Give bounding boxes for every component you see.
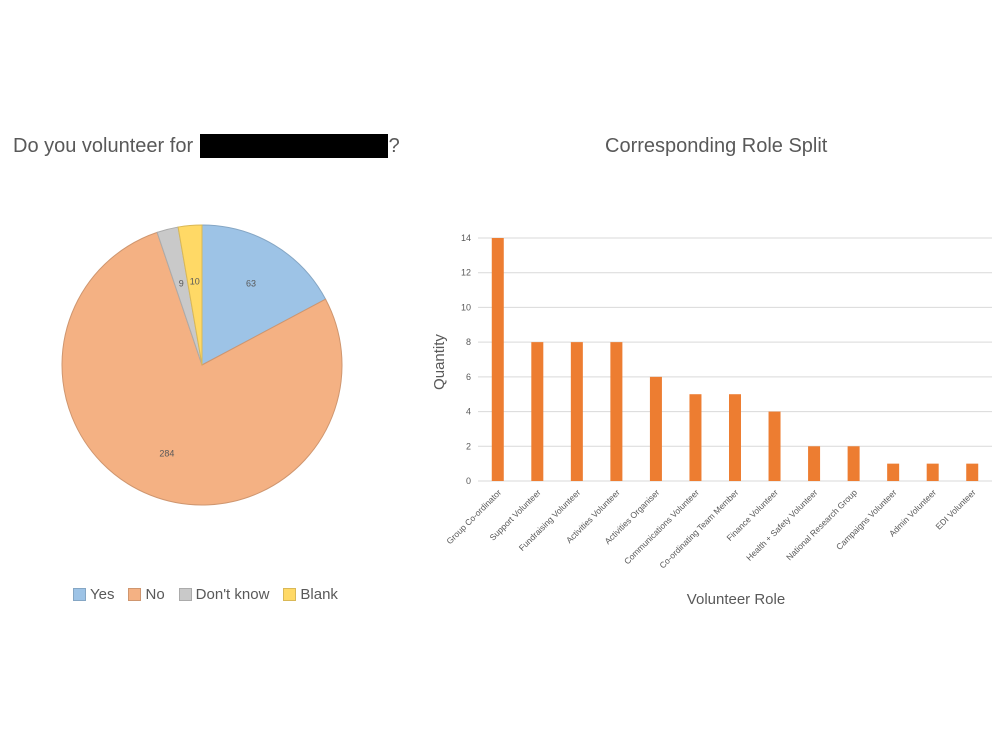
- y-tick-label: 8: [466, 337, 471, 347]
- y-axis-title: Quantity: [431, 334, 448, 390]
- pie-slice-yes: [201, 224, 327, 366]
- legend-item-blank: Blank: [283, 586, 338, 603]
- y-tick-label: 12: [461, 268, 471, 278]
- bar-chart-title: Corresponding Role Split: [605, 135, 828, 157]
- pie-slice-no: [61, 231, 343, 506]
- legend-label-dont-know: Don't know: [195, 586, 270, 603]
- pie-title-prefix: Do you volunteer for: [13, 134, 194, 157]
- pie-data-label-no: 284: [159, 448, 174, 458]
- bar-campaigns-volunteer: [887, 463, 900, 481]
- legend-label-no: No: [145, 586, 165, 603]
- x-tick-label: Health + Safety Volunteer: [744, 487, 820, 563]
- bar-edi-volunteer: [966, 463, 979, 481]
- bar-support-volunteer: [531, 342, 544, 481]
- legend-item-dont-know: Don't know: [178, 586, 270, 603]
- bar-communications-volunteer: [689, 394, 702, 481]
- pie-slice-blank: [177, 224, 203, 366]
- pie-data-label-don-t-know: 9: [179, 279, 184, 289]
- legend-swatch-yes: [73, 588, 86, 601]
- pie-data-label-blank: 10: [190, 276, 200, 286]
- x-tick-label: EDI Volunteer: [933, 487, 977, 531]
- bar-health-safety-volunteer: [808, 446, 821, 481]
- legend-swatch-no: [128, 588, 142, 601]
- bar-national-research-group: [847, 446, 860, 481]
- legend-label-yes: Yes: [90, 586, 115, 603]
- redaction-block: [199, 134, 388, 158]
- y-tick-label: 14: [461, 233, 471, 243]
- x-axis-title: Volunteer Role: [687, 591, 785, 608]
- x-tick-label: Co-ordinating Team Member: [657, 487, 740, 570]
- bar-admin-volunteer: [926, 463, 939, 481]
- bar-finance-volunteer: [768, 411, 781, 481]
- x-tick-label: Communications Volunteer: [622, 487, 701, 566]
- pie-data-label-yes: 63: [246, 278, 256, 288]
- pie-chart-title: Do you volunteer for ?: [13, 134, 400, 158]
- y-tick-label: 2: [466, 441, 471, 451]
- legend-item-yes: Yes: [73, 586, 114, 603]
- bar-group-co-ordinator: [491, 238, 504, 481]
- legend-swatch-dont-know: [178, 588, 192, 601]
- bar-fundraising-volunteer: [570, 342, 583, 481]
- legend-item-no: No: [128, 586, 165, 603]
- pie-title-suffix: ?: [388, 134, 400, 157]
- x-tick-label: National Research Group: [784, 487, 859, 562]
- legend-swatch-blank: [283, 588, 297, 601]
- bar-co-ordinating-team-member: [729, 394, 741, 481]
- pie-legend: Yes No Don't know Blank: [73, 586, 338, 603]
- y-tick-label: 0: [466, 476, 471, 486]
- y-tick-label: 6: [466, 372, 471, 382]
- y-tick-label: 10: [461, 302, 471, 312]
- bar-activities-organiser: [649, 376, 662, 481]
- legend-label-blank: Blank: [300, 586, 338, 603]
- y-tick-label: 4: [466, 407, 471, 417]
- bar-activities-volunteer: [610, 342, 623, 481]
